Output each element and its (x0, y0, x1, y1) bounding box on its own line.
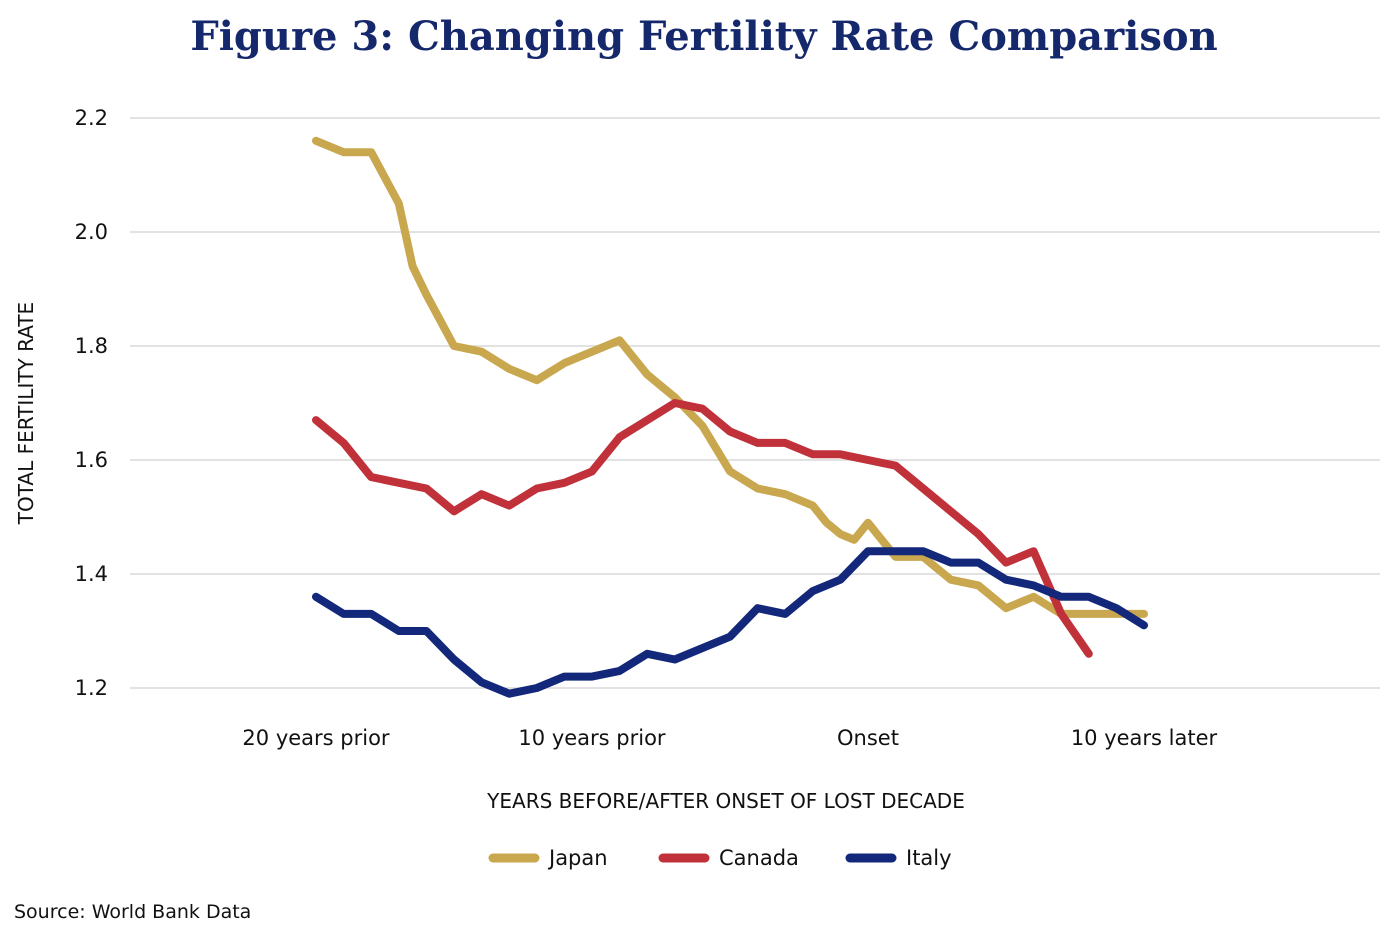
legend-label-italy: Italy (906, 846, 952, 870)
series-line-japan (312, 136, 1148, 618)
x-tick-label: 10 years later (1071, 726, 1218, 750)
source-note: Source: World Bank Data (14, 901, 251, 923)
y-tick-label: 1.2 (75, 676, 108, 700)
x-axis-ticks: 20 years prior 10 years prior Onset 10 year… (242, 726, 1217, 750)
series-lines (312, 136, 1148, 698)
x-axis-title: YEARS BEFORE/AFTER ONSET OF LOST DECADE (486, 789, 965, 813)
legend: Japan Canada Italy (488, 846, 952, 870)
x-tick-label: 20 years prior (242, 726, 390, 750)
x-tick-label: 10 years prior (518, 726, 666, 750)
series-line-canada (312, 399, 1093, 658)
y-tick-label: 1.8 (75, 334, 108, 358)
legend-label-japan: Japan (547, 846, 608, 870)
gridlines (130, 117, 1380, 689)
y-tick-label: 1.4 (75, 562, 108, 586)
y-tick-label: 1.6 (75, 448, 108, 472)
x-tick-label: Onset (837, 726, 899, 750)
y-axis-title: TOTAL FERTILITY RATE (14, 302, 38, 525)
chart-title: Figure 3: Changing Fertility Rate Compar… (190, 13, 1217, 60)
legend-label-canada: Canada (719, 846, 799, 870)
y-tick-label: 2.2 (75, 106, 108, 130)
series-line-italy (312, 547, 1148, 698)
y-axis-ticks: 1.2 1.4 1.6 1.8 2.0 2.2 (75, 106, 108, 700)
y-tick-label: 2.0 (75, 220, 108, 244)
